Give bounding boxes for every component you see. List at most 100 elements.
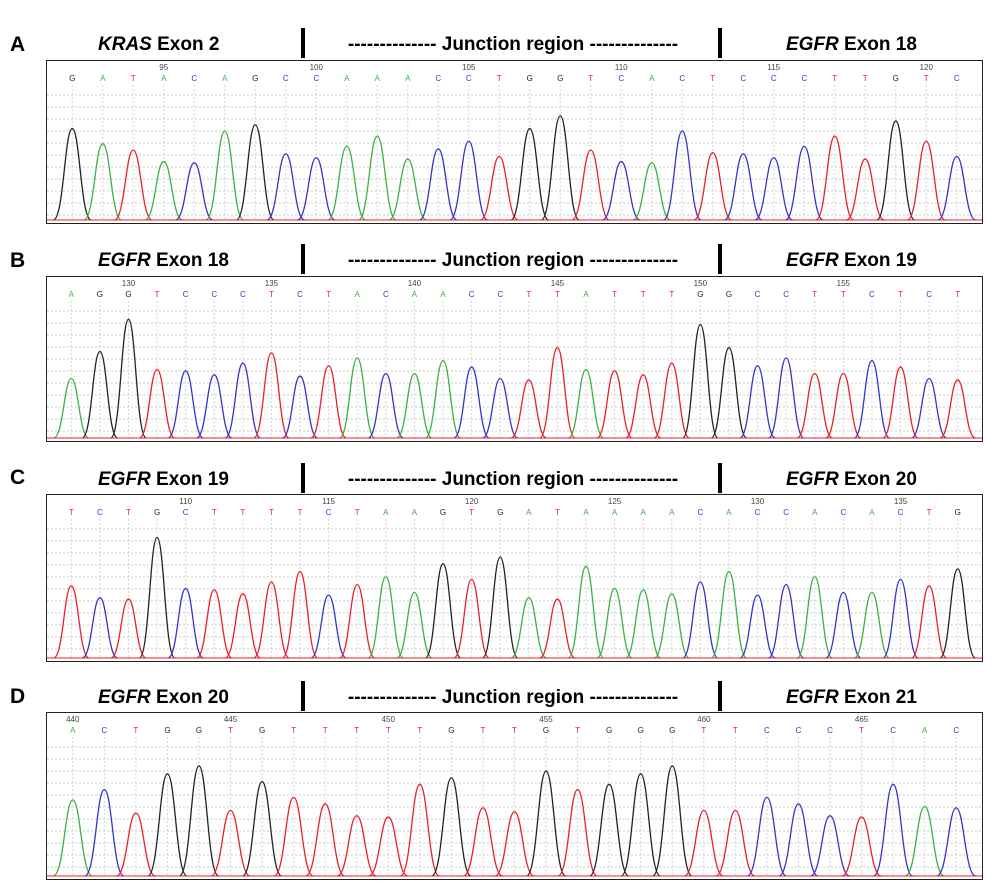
base-call: G <box>196 726 202 735</box>
trace-peak <box>396 372 433 439</box>
trace-peak <box>746 796 787 877</box>
trace-peak <box>167 370 204 439</box>
trace-peak <box>241 781 283 877</box>
trace-peak <box>767 357 805 439</box>
trace-peak <box>481 556 519 659</box>
base-call: A <box>869 508 875 517</box>
trace-peak <box>138 368 176 439</box>
trace-peak <box>872 783 914 877</box>
right-region-label: EGFR Exon 20 <box>786 469 917 491</box>
base-call: T <box>469 508 474 517</box>
base-call: T <box>863 74 868 83</box>
trace-peak <box>205 130 245 221</box>
trace-peak <box>235 124 275 221</box>
left-divider <box>301 463 305 493</box>
left-region-label: EGFR Exon 18 <box>98 250 229 272</box>
base-call: A <box>583 290 589 299</box>
base-call: G <box>125 290 131 299</box>
chromatogram-svg: G A T A 95 C A G C C 100 A A A C C 105 T G G T C 110 A C T C C 115 C T… <box>47 63 982 221</box>
base-call: G <box>527 74 533 83</box>
base-call: T <box>354 726 359 735</box>
base-call: A <box>812 508 818 517</box>
trace-peak <box>418 148 458 221</box>
base-call: C <box>783 290 789 299</box>
base-call: T <box>323 726 328 735</box>
trace-peak <box>715 809 756 877</box>
gene-name: EGFR <box>786 250 839 271</box>
trace-peak <box>83 143 123 221</box>
base-call: T <box>155 290 160 299</box>
base-call: T <box>710 74 715 83</box>
trace-peak <box>53 378 90 439</box>
trace-peak <box>338 583 376 659</box>
trace-peak <box>196 374 233 439</box>
trace-peak <box>567 368 605 439</box>
trace-peak <box>825 591 862 659</box>
position-number: 110 <box>615 63 628 72</box>
position-number: 105 <box>462 63 476 72</box>
chromatogram: T C T G C 110 T T T T C 115 T A A G T 120 G A T A A 125 A A C A C 130… <box>46 494 983 662</box>
base-call: T <box>355 508 360 517</box>
trace-peak <box>939 568 977 659</box>
trace-peak <box>632 162 671 221</box>
trace-peak <box>424 563 462 659</box>
trace-peak <box>724 153 763 221</box>
base-call: G <box>669 726 675 735</box>
base-call: C <box>497 290 503 299</box>
base-call: C <box>755 508 761 517</box>
base-call: T <box>898 290 903 299</box>
position-number: 130 <box>751 497 765 506</box>
chromatogram-svg: A G G 130 T C C C T 135 C T A C A 140 A C C T T 145 A T T T G 150 G C… <box>47 279 982 439</box>
trace-peak <box>110 318 147 439</box>
position-number: 115 <box>767 63 780 72</box>
base-call: T <box>832 74 837 83</box>
trace-peak <box>167 587 204 659</box>
trace-peak <box>310 594 347 659</box>
left-divider <box>301 244 305 274</box>
base-call: A <box>405 74 411 83</box>
position-number: 120 <box>920 63 934 72</box>
base-call: C <box>469 290 475 299</box>
trace-peak <box>567 565 605 659</box>
base-call: C <box>283 74 289 83</box>
base-call: T <box>228 726 233 735</box>
trace-peak <box>266 153 305 221</box>
trace-peak <box>367 576 405 659</box>
position-number: 445 <box>224 715 238 724</box>
base-call: G <box>69 74 75 83</box>
trace-peak <box>144 160 183 221</box>
base-call: A <box>70 726 76 735</box>
base-call: T <box>126 508 131 517</box>
base-call: C <box>466 74 472 83</box>
trace-peak <box>368 816 409 877</box>
position-number: 135 <box>265 279 279 288</box>
base-call: T <box>212 508 217 517</box>
base-call: T <box>269 290 274 299</box>
base-call: T <box>612 290 617 299</box>
junction-label: -------------- Junction region ---------… <box>347 469 679 490</box>
base-call: T <box>131 74 136 83</box>
base-call: G <box>893 74 899 83</box>
trace-peak <box>796 372 833 439</box>
trace-peak <box>596 370 633 439</box>
base-call: G <box>697 290 703 299</box>
trace-peak <box>196 589 233 659</box>
trace-peak <box>602 160 641 221</box>
base-call: T <box>701 726 706 735</box>
base-call: T <box>555 290 560 299</box>
right-divider <box>718 28 722 58</box>
base-call: A <box>583 508 589 517</box>
trace-peak <box>114 149 153 221</box>
trace-peak <box>431 777 472 877</box>
panel-letter: A <box>10 33 26 56</box>
base-call: G <box>726 290 732 299</box>
base-call: C <box>801 74 807 83</box>
base-call: C <box>383 290 389 299</box>
trace-peak <box>453 578 490 659</box>
trace-peak <box>357 135 397 221</box>
base-call: A <box>922 726 928 735</box>
right-region-label: EGFR Exon 21 <box>786 687 917 709</box>
trace-peak <box>882 578 919 659</box>
base-call: T <box>588 74 593 83</box>
trace-peak <box>297 157 336 221</box>
